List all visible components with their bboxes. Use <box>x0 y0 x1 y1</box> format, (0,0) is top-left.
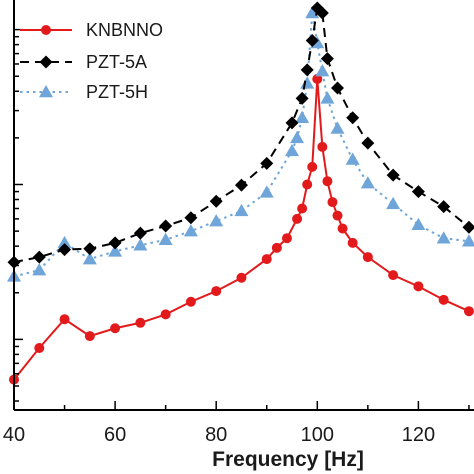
data-point <box>83 242 97 256</box>
legend-label: KNBNNO <box>86 20 163 40</box>
data-point <box>300 76 315 89</box>
data-point <box>84 331 95 342</box>
data-point <box>307 161 318 172</box>
x-tick-label: 120 <box>402 424 435 446</box>
data-point <box>32 250 46 264</box>
data-point <box>330 121 345 134</box>
data-point <box>82 252 97 265</box>
data-point <box>388 270 399 281</box>
data-point <box>58 243 72 257</box>
legend-marker <box>41 25 51 35</box>
series-knbnno <box>9 73 474 385</box>
data-point <box>337 223 348 234</box>
legend: KNBNNO PZT-5A PZT-5H <box>20 20 163 102</box>
data-point <box>32 263 47 276</box>
data-point <box>332 210 343 221</box>
data-point <box>209 214 224 227</box>
data-point <box>183 224 198 237</box>
data-point <box>285 116 299 130</box>
data-point <box>386 168 400 182</box>
series-line <box>13 78 470 381</box>
data-point <box>362 252 373 263</box>
data-point <box>461 234 474 247</box>
x-tick-label: 100 <box>301 424 334 446</box>
data-point <box>462 220 474 234</box>
data-point <box>345 152 360 165</box>
data-point <box>108 236 122 250</box>
data-point <box>59 314 70 325</box>
data-point <box>209 194 223 208</box>
data-point <box>411 217 426 230</box>
data-point <box>305 34 319 48</box>
data-point <box>135 317 146 328</box>
data-point <box>360 176 375 189</box>
data-point <box>260 156 274 170</box>
legend-item: PZT-5A <box>20 52 147 72</box>
data-point <box>436 231 451 244</box>
legend-marker <box>39 85 53 98</box>
data-point <box>295 110 310 123</box>
data-point <box>108 244 123 257</box>
x-tick-label: 60 <box>104 424 126 446</box>
data-point <box>160 309 171 320</box>
data-point <box>322 176 333 187</box>
legend-item: KNBNNO <box>20 20 163 40</box>
data-point <box>133 226 147 240</box>
data-point <box>300 63 314 77</box>
data-point <box>347 237 358 248</box>
data-point <box>411 185 425 199</box>
data-point <box>317 141 328 152</box>
series-pzt-5a <box>7 1 474 269</box>
axes: 40 60 80 100 120 <box>3 0 474 446</box>
data-point <box>158 232 173 245</box>
legend-marker <box>39 55 53 69</box>
data-point <box>290 130 305 144</box>
x-tick-label: 40 <box>3 424 25 446</box>
data-point <box>292 213 303 224</box>
series-line <box>13 12 470 278</box>
data-point <box>302 179 313 190</box>
data-point <box>184 211 198 225</box>
data-point <box>211 286 222 297</box>
x-axis-title: Frequency [Hz] <box>212 448 364 471</box>
data-point <box>110 323 121 334</box>
data-point <box>361 136 375 150</box>
data-point <box>327 197 338 208</box>
legend-label: PZT-5H <box>86 82 148 102</box>
data-point <box>331 81 345 95</box>
data-point <box>34 342 45 353</box>
data-point <box>437 200 451 214</box>
data-point <box>234 203 249 217</box>
data-point <box>271 242 282 253</box>
data-point <box>285 143 300 157</box>
data-point <box>259 185 274 198</box>
data-point <box>320 91 335 104</box>
x-tick-label: 80 <box>205 424 227 446</box>
data-point <box>315 64 330 77</box>
data-point <box>159 219 173 233</box>
data-point <box>281 233 292 244</box>
data-point <box>413 281 424 292</box>
series-layer <box>7 1 474 385</box>
data-point <box>312 73 323 84</box>
data-point <box>386 196 401 210</box>
data-point <box>133 238 148 251</box>
legend-label: PZT-5A <box>86 52 147 72</box>
series-line <box>13 5 470 264</box>
data-point <box>320 52 334 66</box>
data-point <box>438 294 449 305</box>
data-point <box>261 254 272 265</box>
legend-item: PZT-5H <box>20 82 148 102</box>
data-point <box>57 235 72 249</box>
data-point <box>234 178 248 192</box>
series-pzt-5h <box>7 6 474 282</box>
data-point <box>297 203 308 214</box>
data-point <box>315 6 329 20</box>
data-point <box>346 111 360 125</box>
data-point <box>295 91 309 105</box>
data-point <box>185 296 196 307</box>
data-point <box>463 306 474 317</box>
data-point <box>236 272 247 283</box>
